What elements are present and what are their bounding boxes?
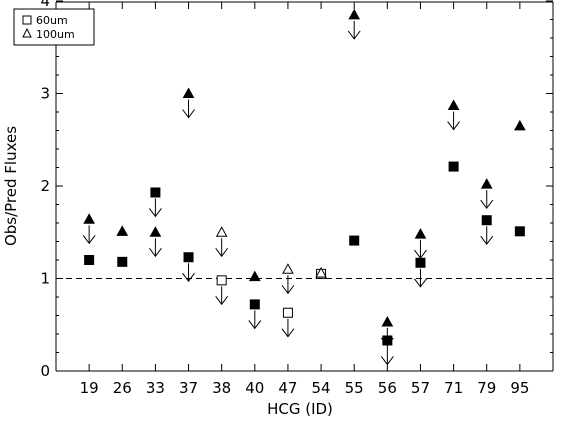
upper-limit-arrow bbox=[148, 198, 162, 218]
point-100um bbox=[182, 87, 195, 98]
point-60um bbox=[84, 255, 95, 265]
x-tick-label: 47 bbox=[278, 379, 297, 397]
point-100um bbox=[447, 99, 460, 111]
y-tick-label: 1 bbox=[40, 270, 50, 288]
point-100um bbox=[215, 226, 228, 237]
point-60um bbox=[448, 161, 459, 172]
upper-limit-arrow bbox=[447, 111, 461, 131]
point-60um bbox=[282, 307, 293, 318]
x-tick-label: 95 bbox=[510, 379, 529, 397]
upper-limit-arrow bbox=[248, 310, 262, 330]
legend-label-60um: 60um bbox=[36, 14, 68, 27]
y-axis-label: Obs/Pred Fluxes bbox=[2, 126, 20, 246]
legend-square-icon bbox=[22, 15, 32, 25]
x-tick-label: 57 bbox=[411, 379, 430, 397]
x-tick-label: 55 bbox=[345, 379, 364, 397]
x-axis-ticks: 19 26 33 37 38 40 47 54 55 56 57 71 79 95 bbox=[80, 2, 529, 397]
y-tick-label: 0 bbox=[40, 362, 50, 380]
point-100um bbox=[282, 263, 294, 274]
point-100um bbox=[381, 315, 394, 327]
x-tick-label: 40 bbox=[245, 379, 264, 397]
point-60um bbox=[349, 235, 360, 246]
point-100um bbox=[414, 228, 427, 239]
point-60um bbox=[216, 275, 227, 286]
x-tick-label: 71 bbox=[444, 379, 463, 397]
upper-limit-arrow bbox=[215, 238, 229, 258]
plot-area bbox=[55, 1, 554, 372]
point-60um bbox=[117, 256, 128, 267]
point-60um bbox=[415, 257, 426, 268]
upper-limit-arrow bbox=[82, 225, 96, 245]
y-tick-label: 3 bbox=[40, 85, 50, 103]
upper-limit-arrow bbox=[380, 346, 394, 366]
x-tick-label: 56 bbox=[378, 379, 397, 397]
legend-box bbox=[13, 8, 95, 46]
upper-limit-arrow bbox=[480, 226, 494, 246]
upper-limit-arrow bbox=[380, 327, 394, 347]
point-100um bbox=[514, 119, 526, 131]
x-tick-label: 38 bbox=[212, 379, 231, 397]
point-60um bbox=[249, 299, 260, 310]
upper-limit-arrow bbox=[182, 263, 195, 283]
data-marks bbox=[82, 8, 526, 366]
upper-limit-arrow bbox=[215, 286, 229, 306]
y-tick-label: 2 bbox=[40, 177, 50, 195]
x-tick-label: 79 bbox=[477, 379, 496, 397]
point-60um bbox=[183, 252, 194, 263]
y-axis-ticks: 0 1 2 3 4 bbox=[40, 0, 553, 380]
upper-limit-arrow bbox=[281, 318, 295, 338]
upper-limit-arrow bbox=[480, 190, 494, 209]
upper-limit-arrow bbox=[414, 240, 427, 259]
legend-triangle-icon bbox=[22, 27, 32, 38]
x-axis-label: HCG (ID) bbox=[267, 400, 333, 418]
x-tick-label: 37 bbox=[179, 379, 198, 397]
y-tick-label: 4 bbox=[40, 0, 50, 10]
x-tick-label: 26 bbox=[113, 379, 132, 397]
point-100um bbox=[149, 226, 162, 237]
point-100um bbox=[480, 178, 493, 189]
point-60um bbox=[481, 215, 492, 226]
x-tick-label: 19 bbox=[80, 379, 99, 397]
point-100um bbox=[248, 270, 261, 282]
upper-limit-arrow bbox=[182, 99, 195, 119]
point-100um bbox=[315, 266, 327, 278]
point-100um bbox=[83, 213, 95, 224]
x-tick-label: 33 bbox=[146, 379, 165, 397]
upper-limit-arrow bbox=[347, 20, 361, 40]
legend-label-100um: 100um bbox=[36, 28, 75, 41]
upper-limit-arrow bbox=[281, 275, 295, 295]
point-60um bbox=[150, 187, 161, 198]
x-tick-label: 54 bbox=[312, 379, 331, 397]
upper-limit-arrow bbox=[148, 238, 162, 258]
point-100um bbox=[348, 8, 361, 20]
legend: 60um 100um bbox=[13, 8, 95, 46]
upper-limit-arrow bbox=[414, 268, 427, 288]
point-60um bbox=[514, 226, 525, 237]
point-100um bbox=[116, 225, 129, 236]
